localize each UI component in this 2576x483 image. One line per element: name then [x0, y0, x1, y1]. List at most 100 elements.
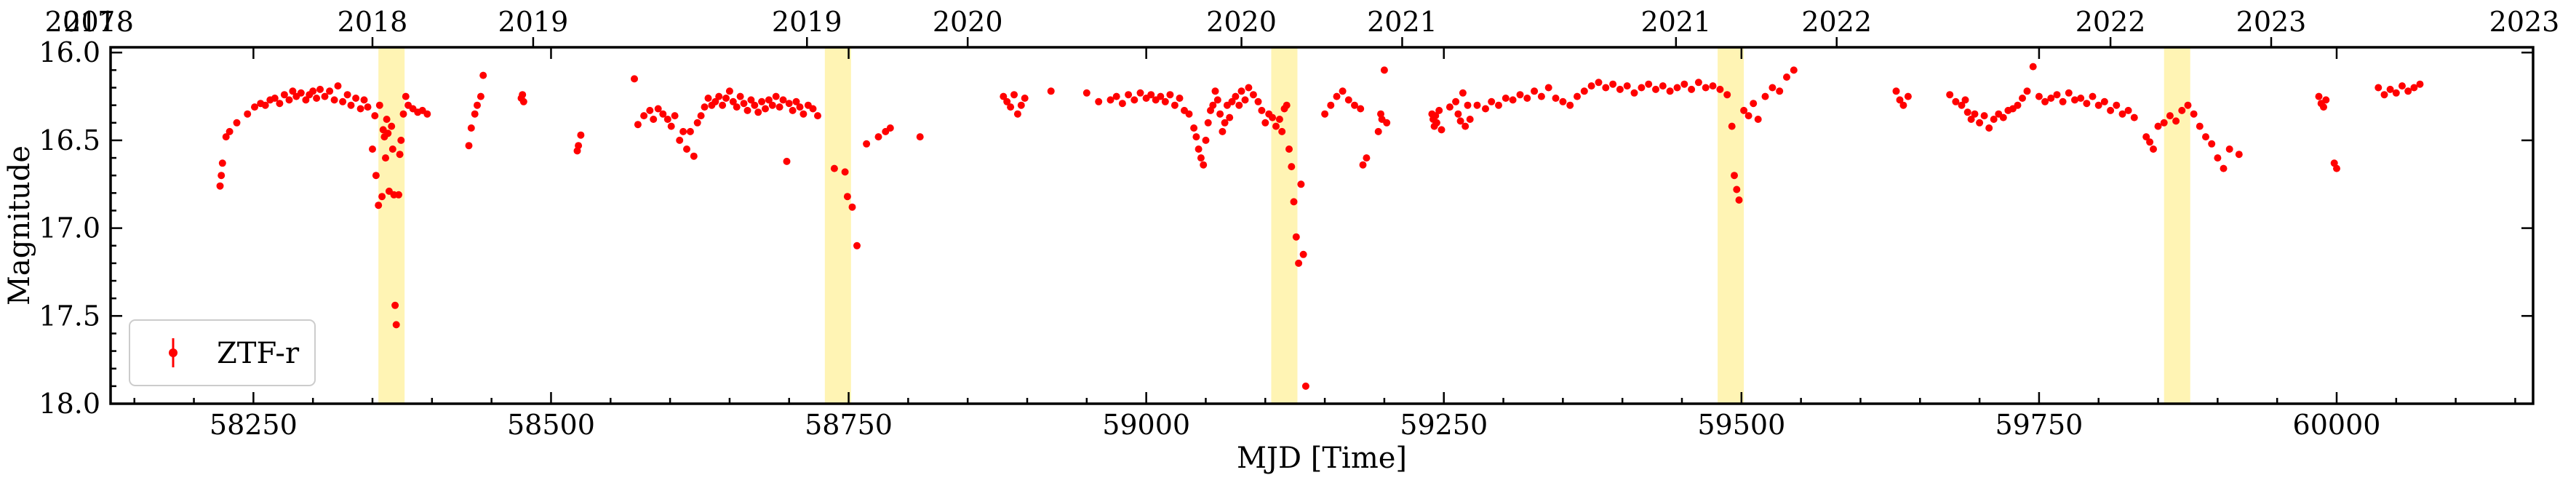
data-point [1344, 96, 1352, 104]
data-point [676, 136, 684, 144]
data-point [309, 87, 317, 95]
data-point [222, 133, 230, 141]
data-point [467, 124, 475, 132]
data-point [2023, 87, 2031, 95]
data-point [853, 242, 861, 250]
data-point [1963, 108, 1971, 116]
data-point [654, 105, 662, 113]
data-point [423, 110, 431, 118]
data-point [2089, 92, 2097, 100]
data-point [830, 164, 838, 172]
top-year-label: 2022 [2075, 6, 2146, 38]
data-point [1673, 84, 1681, 92]
data-point [772, 92, 780, 100]
data-point [2146, 138, 2154, 146]
data-point [399, 110, 407, 118]
top-year-label: 2018 [338, 6, 408, 38]
data-point [1896, 96, 1904, 104]
data-point [1537, 92, 1545, 100]
data-point [364, 103, 372, 111]
data-point [388, 145, 396, 153]
data-point [1552, 95, 1560, 102]
data-point [1735, 196, 1743, 204]
data-point [330, 96, 338, 104]
data-point [1899, 101, 1907, 109]
data-point [1768, 84, 1777, 92]
legend-box [129, 319, 316, 386]
data-point [343, 91, 351, 99]
data-point [2014, 101, 2022, 109]
x-tick-label: 59000 [1102, 409, 1190, 441]
data-point [1437, 126, 1445, 134]
data-point [297, 89, 305, 97]
data-point [640, 112, 648, 120]
data-point [697, 112, 705, 120]
data-point [1459, 89, 1467, 97]
data-point [1958, 101, 1966, 109]
data-point [1228, 97, 1236, 105]
data-point [715, 92, 723, 100]
data-point [378, 193, 386, 201]
data-point [1125, 91, 1133, 99]
data-point [1999, 113, 2007, 121]
data-point [316, 85, 324, 93]
data-point [1249, 91, 1257, 99]
data-point [2160, 119, 2168, 127]
data-point [874, 133, 882, 141]
data-point [2113, 101, 2121, 109]
data-point [1645, 80, 1653, 88]
data-point [1192, 133, 1200, 141]
data-point [2041, 97, 2049, 105]
data-point [2235, 151, 2243, 159]
data-point [1580, 87, 1588, 95]
data-point [1000, 92, 1008, 100]
data-point [1374, 127, 1382, 135]
data-point [809, 105, 817, 113]
data-point [729, 97, 737, 105]
data-point [2322, 96, 2330, 104]
shaded-band-3 [1271, 47, 1298, 404]
y-axis-label: Magnitude [3, 145, 36, 306]
data-point [519, 97, 527, 105]
data-point [783, 157, 791, 165]
data-point [841, 168, 849, 176]
data-point [701, 103, 709, 111]
data-point [1531, 87, 1539, 95]
data-point [244, 110, 252, 118]
data-point [1688, 85, 1696, 93]
legend: ZTF-r [129, 319, 316, 386]
data-point [1209, 101, 1217, 109]
data-point [1630, 89, 1638, 97]
data-point [479, 71, 487, 79]
data-point [1226, 113, 1234, 121]
data-point [690, 152, 698, 160]
data-point [1587, 82, 1595, 90]
legend-marker [169, 348, 178, 357]
data-point [1285, 145, 1293, 153]
data-point [1516, 91, 1524, 99]
data-point [474, 101, 481, 109]
data-point [1327, 101, 1335, 109]
data-point [395, 191, 402, 199]
data-point [384, 129, 392, 137]
data-point [2184, 101, 2192, 109]
data-point [396, 151, 404, 159]
shaded-bands [378, 47, 2190, 404]
data-point [471, 110, 479, 118]
data-point [2196, 122, 2204, 130]
data-point [751, 101, 759, 109]
data-point [2019, 95, 2026, 102]
data-point [216, 182, 224, 190]
data-point [743, 106, 751, 114]
data-point [1435, 106, 1443, 114]
data-point [799, 110, 808, 118]
tick-labels: 58250 58500 58750 59000 59250 59500 59750 60000… [39, 6, 2559, 441]
data-point [1980, 112, 1988, 120]
data-point [1216, 110, 1224, 118]
data-point [2178, 106, 2186, 114]
data-points [216, 63, 2424, 390]
data-point [356, 105, 364, 113]
data-point [289, 87, 297, 95]
data-point [2398, 82, 2406, 90]
